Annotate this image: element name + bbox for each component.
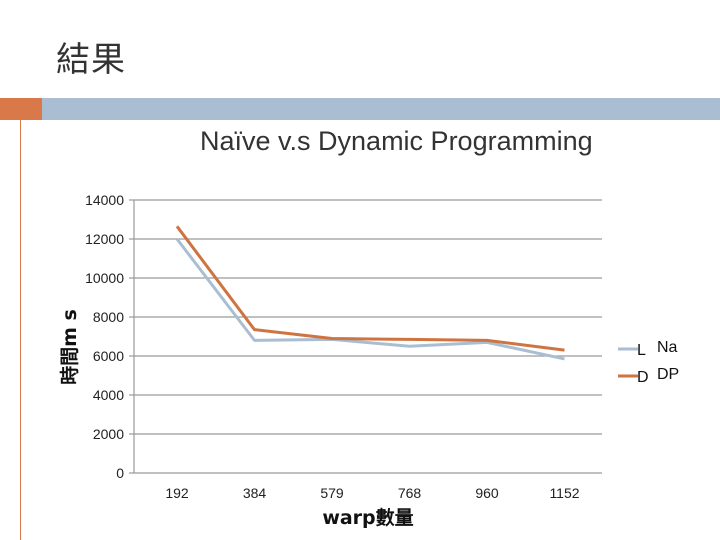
x-tick-label: 192	[165, 485, 189, 501]
accent-bar-orange	[0, 98, 42, 120]
y-tick-label: 0	[116, 465, 124, 481]
y-tick-label: 4000	[93, 387, 124, 403]
series-lines	[175, 225, 565, 361]
y-tick-label: 14000	[85, 192, 124, 208]
legend-label: DP	[657, 366, 679, 383]
x-tick-label: 384	[243, 485, 267, 501]
x-tick-label: 1152	[549, 485, 579, 501]
x-tick-label: 768	[398, 485, 422, 501]
accent-vertical-line	[20, 120, 21, 540]
accent-bar-blue	[42, 98, 720, 120]
y-tick-label: 6000	[93, 348, 124, 364]
grid-lines	[129, 199, 602, 474]
x-tick-labels: 192 384 579 768 960 1152	[165, 485, 579, 501]
chart-title: Naïve v.s Dynamic Programming	[200, 126, 593, 156]
y-tick-label: 12000	[85, 231, 124, 247]
legend-label: Na	[657, 339, 678, 356]
y-tick-label: 10000	[85, 270, 124, 286]
y-tick-labels: 0 2000 4000 6000 8000 10000 12000 14000	[85, 192, 124, 481]
y-axis-label: 時間m s	[59, 309, 81, 385]
series-line-dp	[175, 225, 565, 352]
legend-marker: D	[637, 369, 649, 386]
legend-marker: L	[637, 342, 646, 359]
y-tick-label: 2000	[93, 426, 124, 442]
x-tick-label: 960	[475, 485, 499, 501]
series-line-naive	[175, 238, 565, 361]
x-tick-label: 579	[320, 485, 344, 501]
y-tick-label: 8000	[93, 309, 124, 325]
legend: L Na D DP	[618, 339, 679, 386]
x-axis-label: warp數量	[322, 507, 413, 529]
slide-title: 結果	[56, 40, 126, 80]
